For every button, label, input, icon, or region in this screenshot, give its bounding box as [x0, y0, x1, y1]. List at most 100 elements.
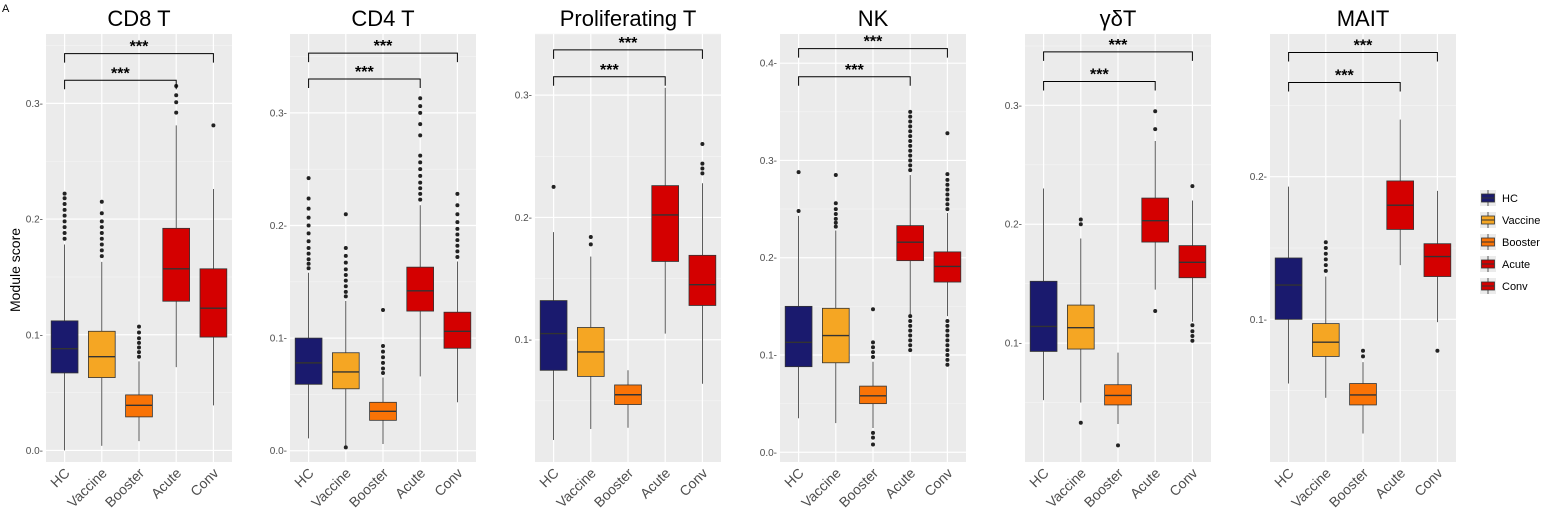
box-vaccine: [1312, 240, 1340, 398]
outlier-point: [945, 353, 950, 357]
outlier-point: [343, 278, 348, 283]
outlier-point: [418, 122, 423, 127]
box-booster: [1349, 348, 1377, 434]
x-tick-label: Booster: [102, 465, 148, 511]
box-body: [50, 320, 79, 374]
legend-item-conv: Conv: [1480, 278, 1528, 294]
x-tick-label: Booster: [1081, 465, 1127, 511]
outlier-point: [1190, 338, 1195, 343]
outlier-point: [343, 212, 348, 217]
significance-bracket: ***: [1043, 67, 1156, 91]
box-hc: [50, 191, 79, 451]
y-tick-label: 0.3-: [1005, 101, 1022, 112]
bracket-line: [64, 79, 177, 90]
box-conv: [933, 131, 962, 367]
outlier-point: [211, 123, 216, 128]
significance-bracket: ***: [553, 35, 703, 59]
outlier-point: [381, 366, 385, 371]
legend-label: Conv: [1502, 281, 1528, 293]
box-hc: [539, 184, 568, 440]
bracket-line: [308, 78, 421, 89]
outlier-point: [1323, 246, 1328, 250]
box-hc: [784, 170, 813, 419]
outlier-point: [945, 177, 950, 182]
x-tick-label: HC: [781, 465, 807, 491]
y-tick-label: 0.2-: [1005, 220, 1022, 231]
outlier-point: [833, 220, 838, 225]
outlier-point: [945, 338, 950, 343]
legend-item-acute: Acute: [1480, 256, 1530, 272]
significance-label: ***: [864, 34, 883, 51]
panel-title: MAIT: [1337, 6, 1390, 31]
box-body: [162, 227, 190, 302]
outlier-point: [1078, 420, 1083, 425]
box-body: [688, 254, 717, 306]
y-tick-label: 0.3-: [26, 99, 43, 110]
outlier-point: [62, 196, 67, 201]
outlier-point: [796, 170, 801, 175]
box-conv: [1178, 184, 1207, 343]
box-acute: [651, 87, 679, 334]
outlier-point: [418, 96, 423, 101]
box-body: [859, 385, 887, 405]
box-body: [199, 268, 228, 338]
significance-bracket: ***: [1288, 68, 1401, 92]
outlier-point: [174, 110, 179, 115]
significance-label: ***: [619, 35, 638, 52]
outlier-point: [343, 273, 348, 278]
box-vaccine: [88, 199, 116, 446]
outlier-point: [908, 153, 913, 158]
outlier-point: [1078, 222, 1083, 227]
x-tick-label: HC: [536, 465, 562, 491]
y-tick-label: 0.0-: [26, 446, 43, 457]
outlier-point: [871, 340, 875, 345]
outlier-point: [871, 354, 875, 359]
panel-title: CD8 T: [107, 6, 170, 31]
panel-title: CD4 T: [351, 6, 414, 31]
box-conv: [1423, 190, 1452, 353]
panel-title: Proliferating T: [560, 6, 697, 31]
legend-label: Vaccine: [1502, 215, 1540, 227]
outlier-point: [455, 220, 460, 225]
outlier-point: [418, 186, 423, 191]
outlier-point: [62, 213, 67, 218]
outlier-point: [1361, 348, 1365, 353]
outlier-point: [945, 197, 950, 202]
outlier-point: [588, 234, 593, 239]
outlier-point: [908, 318, 913, 323]
bracket-line: [308, 52, 458, 63]
legend-item-hc: HC: [1480, 190, 1518, 206]
outlier-point: [871, 430, 875, 435]
y-tick-label: 0.2-: [270, 221, 287, 232]
outlier-point: [1153, 127, 1158, 132]
outlier-point: [833, 173, 838, 178]
outlier-point: [62, 236, 67, 241]
outlier-point: [1078, 217, 1083, 222]
y-tick-label: 0.2-: [1250, 172, 1267, 183]
panels: CD8 T0.0-0.1-0.2-0.3-******HCVaccineBoos…: [26, 6, 1456, 511]
outlier-point: [945, 328, 950, 333]
x-tick-label: HC: [291, 465, 317, 491]
bracket-line: [1043, 51, 1193, 61]
outlier-point: [945, 131, 950, 136]
outlier-point: [1323, 263, 1328, 268]
outlier-point: [137, 336, 141, 341]
outlier-point: [455, 226, 460, 231]
box-body: [1423, 243, 1452, 277]
bracket-line: [1288, 52, 1438, 62]
outlier-point: [833, 216, 838, 221]
outlier-point: [418, 110, 423, 115]
outlier-point: [306, 176, 311, 181]
outlier-point: [343, 253, 348, 258]
outlier-point: [137, 324, 141, 329]
box-body: [784, 305, 813, 368]
y-tick-label: 0.2-: [515, 213, 532, 224]
outlier-point: [908, 343, 913, 348]
significance-label: ***: [355, 64, 374, 81]
outlier-point: [343, 294, 348, 299]
panel-1: CD4 T 0.0- 0.1- 0.2- 0.3- ****** HCVaccineBoos…: [270, 6, 476, 511]
outlier-point: [343, 284, 348, 289]
outlier-point: [1435, 348, 1440, 353]
outlier-point: [306, 239, 311, 244]
